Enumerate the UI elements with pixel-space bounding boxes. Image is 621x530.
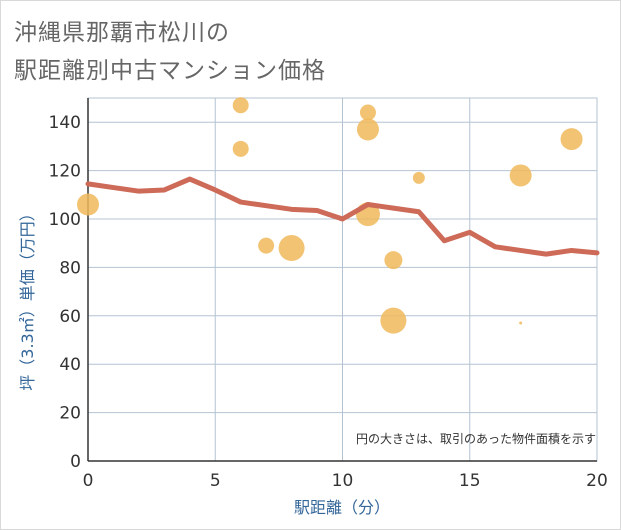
grid-lines (87, 97, 598, 462)
axis-ticks: 0 20 40 60 80 100 120 140 0 5 10 15 20 (49, 113, 608, 491)
bubble-point (232, 97, 249, 114)
x-tick-label: 5 (210, 471, 221, 491)
bubble-point (359, 104, 376, 121)
chart-title: 沖縄県那覇市松川の 駅距離別中古マンション価格 (14, 14, 326, 90)
chart-title-line-2: 駅距離別中古マンション価格 (14, 58, 326, 84)
bubble-point (258, 237, 275, 254)
bubble-point (560, 128, 583, 151)
bubble-point (232, 140, 249, 157)
bubble-point (509, 164, 532, 187)
bubble-point (412, 171, 425, 184)
x-tick-label: 15 (459, 471, 481, 491)
x-tick-label: 0 (83, 471, 94, 491)
y-tick-label: 0 (70, 452, 81, 472)
average-price-line (85, 176, 600, 257)
x-axis-label: 駅距離（分） (294, 498, 390, 517)
y-tick-label: 140 (49, 113, 81, 133)
bubble-point (519, 321, 523, 325)
x-tick-label: 20 (586, 471, 608, 491)
y-axis-label: 坪（3.3㎡）単価（万円） (18, 205, 37, 390)
x-tick-label: 10 (332, 471, 354, 491)
chart-title-line-1: 沖縄県那覇市松川の (14, 20, 230, 46)
y-tick-label: 20 (59, 404, 81, 424)
bubble-point (380, 307, 407, 334)
bubble-point (384, 251, 403, 270)
y-tick-label: 60 (59, 307, 81, 327)
y-tick-label: 120 (49, 162, 81, 182)
bubbles (77, 97, 583, 334)
bubble-size-note: 円の大きさは、取引のあった物件面積を示す (356, 431, 596, 446)
y-tick-label: 40 (59, 355, 81, 375)
bubble-point (278, 235, 305, 262)
bubble-point (77, 193, 99, 216)
average-price-polyline (85, 176, 600, 257)
y-tick-label: 80 (59, 258, 81, 278)
bubble-point (356, 118, 379, 141)
y-tick-label: 100 (49, 210, 81, 230)
